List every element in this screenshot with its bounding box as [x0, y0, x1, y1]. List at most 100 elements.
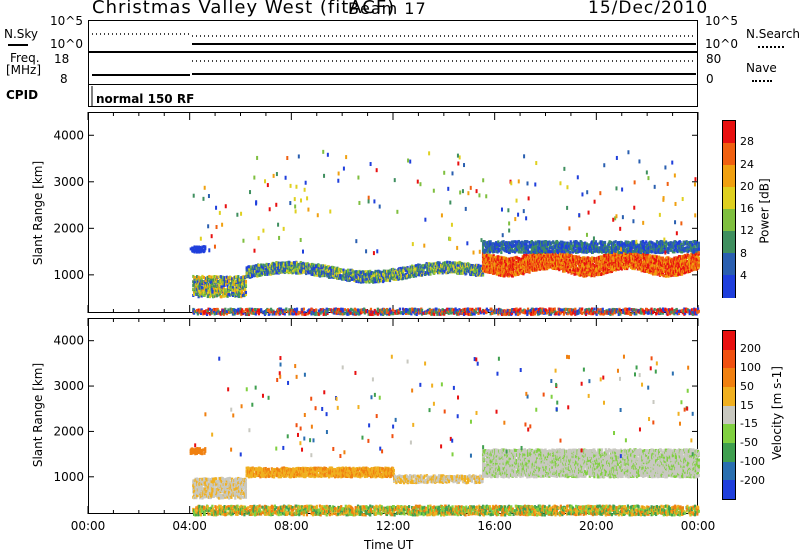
- power-mark: [395, 271, 398, 275]
- nsearch-label: N.Search: [746, 27, 800, 41]
- nave-tick-bottom: 0: [706, 72, 714, 86]
- power-mark: [647, 309, 650, 313]
- power-mark: [208, 284, 212, 288]
- power-mark: [350, 271, 353, 275]
- power-mark: [237, 280, 240, 284]
- power-mark: [409, 268, 412, 272]
- power-mark: [252, 269, 255, 273]
- power-mark: [194, 278, 197, 282]
- power-mark: [340, 307, 343, 311]
- station-title: Christmas Valley West (fitACF): [92, 0, 396, 18]
- power-mark: [224, 311, 227, 315]
- power-mark: [226, 294, 229, 298]
- power-mark: [334, 275, 337, 279]
- colorbar-swatch: [723, 187, 735, 210]
- power-mark: [309, 263, 312, 267]
- power-mark: [368, 280, 371, 284]
- power-mark: [678, 309, 681, 313]
- power-mark: [613, 307, 616, 311]
- power-mark: [385, 278, 388, 282]
- power-mark: [470, 312, 473, 316]
- power-mark: [224, 288, 227, 292]
- power-mark: [463, 307, 466, 311]
- power-mark: [206, 311, 209, 315]
- power-mark: [366, 309, 370, 313]
- power-mark: [237, 293, 240, 297]
- power-mark: [240, 278, 243, 282]
- power-mark: [533, 312, 537, 316]
- power-mark: [221, 278, 224, 282]
- power-mark: [557, 310, 560, 314]
- power-mark: [436, 312, 439, 316]
- power-mark: [216, 307, 219, 311]
- power-mark: [324, 310, 328, 314]
- power-mark: [340, 312, 343, 316]
- power-mark: [301, 307, 304, 311]
- power-mark: [464, 310, 467, 314]
- power-mark: [514, 310, 517, 314]
- power-mark: [250, 275, 254, 279]
- power-mark: [454, 307, 457, 311]
- power-mark: [319, 311, 322, 315]
- cpid-value: normal 150 RF: [96, 92, 195, 106]
- power-mark: [356, 275, 359, 279]
- power-mark: [513, 308, 516, 312]
- freq-tick-top: 18: [54, 52, 70, 66]
- power-mark: [365, 280, 368, 284]
- x-tick-label: 20:00: [579, 519, 614, 533]
- power-mark: [341, 307, 344, 311]
- power-mark: [487, 308, 490, 312]
- power-mark: [357, 309, 360, 313]
- power-mark: [409, 310, 412, 314]
- power-mark: [315, 273, 318, 277]
- power-mark: [205, 285, 208, 289]
- power-mark: [207, 290, 210, 294]
- power-mark: [229, 275, 232, 279]
- power-mark: [295, 310, 299, 314]
- power-mark: [222, 312, 225, 316]
- power-mark: [244, 284, 248, 288]
- nsky-tick-top: 10^5: [50, 14, 83, 28]
- power-mark: [257, 312, 260, 316]
- power-mark: [196, 277, 199, 281]
- power-mark: [606, 310, 609, 314]
- power-mark: [323, 266, 326, 270]
- power-mark: [241, 291, 244, 295]
- power-mark: [628, 307, 631, 311]
- power-mark: [593, 307, 596, 311]
- power-mark: [456, 308, 459, 312]
- power-mark: [250, 311, 254, 315]
- power-mark: [327, 275, 331, 279]
- y-tick-label: 4000: [53, 128, 84, 142]
- y-tick-label: 1000: [53, 470, 84, 484]
- power-mark: [427, 308, 430, 312]
- power-mark: [232, 310, 235, 314]
- power-mark: [195, 285, 198, 289]
- power-mark: [452, 308, 456, 312]
- power-mark: [324, 312, 328, 316]
- power-mark: [305, 272, 308, 276]
- power-mark: [597, 308, 600, 312]
- power-mark: [332, 309, 335, 313]
- power-mark: [386, 311, 389, 315]
- velocity-colorbar: [722, 330, 736, 500]
- power-mark: [690, 308, 694, 312]
- power-mark: [526, 311, 530, 315]
- power-mark: [400, 273, 403, 277]
- power-mark: [563, 310, 566, 314]
- power-mark: [297, 271, 300, 275]
- power-mark: [385, 269, 389, 273]
- power-mark: [209, 281, 212, 285]
- power-mark: [365, 277, 368, 281]
- power-mark: [228, 281, 231, 285]
- power-mark: [216, 293, 219, 297]
- power-mark: [237, 307, 240, 311]
- power-mark: [369, 307, 373, 311]
- power-mark: [515, 307, 518, 311]
- power-mark: [361, 274, 364, 278]
- power-mark: [196, 308, 199, 312]
- power-mark: [237, 309, 241, 313]
- power-mark: [441, 308, 444, 312]
- power-mark: [244, 287, 247, 291]
- power-mark: [691, 310, 694, 314]
